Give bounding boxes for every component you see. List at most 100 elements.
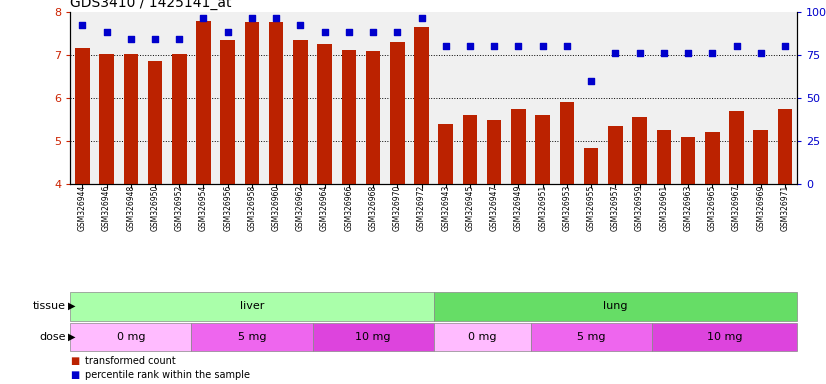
Bar [366,51,380,184]
Point [100,29,113,35]
Text: GDS3410 / 1425141_at: GDS3410 / 1425141_at [70,0,232,10]
Text: GSM326946: GSM326946 [102,184,111,231]
Text: GSM326966: GSM326966 [344,184,354,231]
Bar [434,323,530,351]
Point [633,50,646,56]
Point [245,15,259,22]
Point [391,29,404,35]
Bar [415,26,429,184]
Bar [148,61,162,184]
Bar [753,130,768,184]
Bar [70,292,434,321]
Text: GSM326954: GSM326954 [199,184,208,231]
Text: GSM326944: GSM326944 [78,184,87,231]
Point [585,78,598,84]
Bar [317,44,332,184]
Text: GSM326958: GSM326958 [248,184,256,230]
Point [367,29,380,35]
Text: 0 mg: 0 mg [116,332,145,342]
Bar [681,137,695,184]
Text: GSM326962: GSM326962 [296,184,305,230]
Text: GSM326953: GSM326953 [563,184,572,231]
Text: GSM326960: GSM326960 [272,184,281,231]
Point [657,50,671,56]
Point [487,43,501,49]
Text: GSM326972: GSM326972 [417,184,426,230]
Point [318,29,331,35]
Text: GSM326945: GSM326945 [466,184,474,231]
Point [730,43,743,49]
Text: GSM326959: GSM326959 [635,184,644,231]
Text: GSM326952: GSM326952 [175,184,183,230]
Text: GSM326963: GSM326963 [684,184,692,231]
Point [609,50,622,56]
Bar [75,48,89,184]
Text: GSM326956: GSM326956 [223,184,232,231]
Bar [439,124,453,184]
Point [124,36,137,42]
Bar [535,115,550,184]
Point [342,29,355,35]
Point [149,36,162,42]
Text: ▶: ▶ [68,332,75,342]
Bar [511,109,525,184]
Text: GSM326969: GSM326969 [757,184,765,231]
Text: GSM326964: GSM326964 [320,184,329,231]
Point [221,29,235,35]
Text: GSM326949: GSM326949 [514,184,523,231]
Bar [729,111,743,184]
Text: GSM326943: GSM326943 [441,184,450,231]
Bar [192,323,312,351]
Bar [560,102,574,184]
Text: transformed count: transformed count [85,356,176,366]
Bar [172,54,187,184]
Bar [463,115,477,184]
Point [76,22,89,28]
Bar [705,132,719,184]
Text: 10 mg: 10 mg [707,332,742,342]
Bar [70,323,192,351]
Bar [778,109,792,184]
Text: GSM326948: GSM326948 [126,184,135,230]
Text: percentile rank within the sample: percentile rank within the sample [85,370,250,380]
Text: ■: ■ [70,370,79,380]
Point [269,15,282,22]
Point [705,50,719,56]
Bar [390,42,405,184]
Text: 10 mg: 10 mg [355,332,391,342]
Text: ■: ■ [70,356,79,366]
Bar [434,292,797,321]
Point [439,43,453,49]
Point [294,22,307,28]
Point [778,43,791,49]
Point [197,15,210,22]
Text: GSM326967: GSM326967 [732,184,741,231]
Bar [99,54,114,184]
Bar [584,147,598,184]
Text: 5 mg: 5 mg [577,332,605,342]
Bar [487,119,501,184]
Text: GSM326955: GSM326955 [586,184,596,231]
Point [560,43,573,49]
Text: ▶: ▶ [68,301,75,311]
Bar [633,118,647,184]
Text: GSM326971: GSM326971 [781,184,790,230]
Point [512,43,525,49]
Point [415,15,428,22]
Bar [293,40,307,184]
Bar [244,22,259,184]
Bar [657,130,671,184]
Bar [312,323,434,351]
Text: GSM326970: GSM326970 [393,184,401,231]
Bar [221,40,235,184]
Bar [342,50,356,184]
Point [536,43,549,49]
Text: GSM326951: GSM326951 [539,184,547,230]
Text: liver: liver [240,301,264,311]
Text: tissue: tissue [33,301,66,311]
Text: GSM326961: GSM326961 [659,184,668,230]
Text: GSM326957: GSM326957 [611,184,620,231]
Point [681,50,695,56]
Point [754,50,767,56]
Bar [530,323,652,351]
